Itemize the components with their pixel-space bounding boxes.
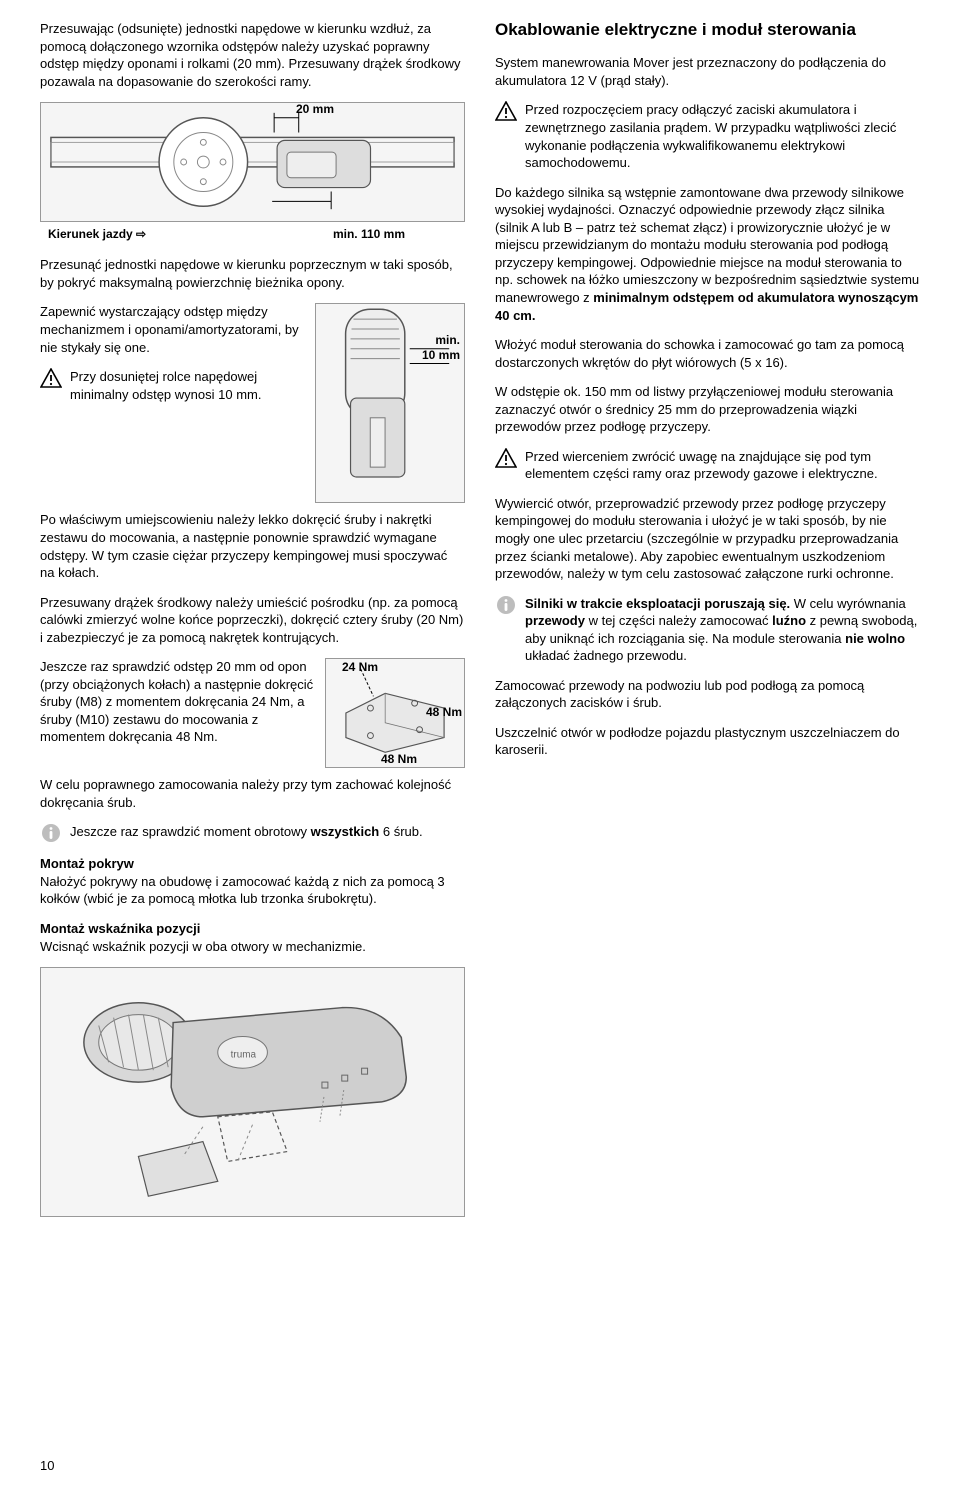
- right-column: Okablowanie elektryczne i moduł sterowan…: [495, 20, 920, 1229]
- warning-text: Przed wierceniem zwrócić uwagę na znajdu…: [525, 448, 920, 483]
- warning-icon: [495, 101, 517, 121]
- para: System manewrowania Mover jest przeznacz…: [495, 54, 920, 89]
- para: Do każdego silnika są wstępnie zamontowa…: [495, 184, 920, 324]
- para: Zamocować przewody na podwoziu lub pod p…: [495, 677, 920, 712]
- dim-min-a: min.: [435, 332, 460, 348]
- warning-roller: Przy dosuniętej rolce napędowej minimaln…: [40, 368, 305, 403]
- page-number: 10: [40, 1457, 54, 1475]
- subhead-position: Montaż wskaźnika pozycji Wcisnąć wskaźni…: [40, 920, 465, 955]
- info-icon: [495, 595, 517, 615]
- caption-min110: min. 110 mm: [333, 226, 405, 242]
- info-icon: [40, 823, 62, 843]
- para: Wywiercić otwór, przeprowadzić przewody …: [495, 495, 920, 583]
- para: Przesunąć jednostki napędowe w kierunku …: [40, 256, 465, 291]
- svg-text:truma: truma: [231, 1049, 257, 1060]
- axle-illustration: [41, 103, 464, 221]
- mover-illustration: truma: [41, 968, 464, 1216]
- warning-icon: [495, 448, 517, 468]
- heading-wiring: Okablowanie elektryczne i moduł sterowan…: [495, 20, 920, 40]
- para: Przesuwając (odsunięte) jednostki napędo…: [40, 20, 465, 90]
- left-column: Przesuwając (odsunięte) jednostki napędo…: [40, 20, 465, 1229]
- info-torque: Jeszcze raz sprawdzić moment obrotowy ws…: [40, 823, 465, 843]
- para: W odstępie ok. 150 mm od listwy przyłącz…: [495, 383, 920, 436]
- subhead-covers: Montaż pokryw Nałożyć pokrywy na obudowę…: [40, 855, 465, 908]
- dim-20mm: 20 mm: [296, 101, 334, 117]
- para: Włożyć moduł sterowania do schowka i zam…: [495, 336, 920, 371]
- warning-battery: Przed rozpoczęciem pracy odłączyć zacisk…: [495, 101, 920, 171]
- axle-caption-row: Kierunek jazdy ⇨ min. 110 mm: [48, 226, 465, 242]
- dim-48nm-b: 48 Nm: [381, 751, 417, 767]
- dim-24nm: 24 Nm: [342, 659, 378, 675]
- para: Po właściwym umiejscowieniu należy lekko…: [40, 511, 465, 581]
- para: Przesuwany drążek środkowy należy umieśc…: [40, 594, 465, 647]
- info-text: Jeszcze raz sprawdzić moment obrotowy ws…: [70, 823, 465, 841]
- warning-icon: [40, 368, 62, 388]
- diagram-mover-assembly: truma: [40, 967, 465, 1217]
- info-text: Silniki w trakcie eksploatacji poruszają…: [525, 595, 920, 665]
- para: W celu poprawnego zamocowania należy prz…: [40, 776, 465, 811]
- dim-48nm-a: 48 Nm: [426, 704, 462, 720]
- para: Uszczelnić otwór w podłodze pojazdu plas…: [495, 724, 920, 759]
- warning-text: Przed rozpoczęciem pracy odłączyć zacisk…: [525, 101, 920, 171]
- diagram-torque: 24 Nm 48 Nm 48 Nm: [325, 658, 465, 768]
- warning-drill: Przed wierceniem zwrócić uwagę na znajdu…: [495, 448, 920, 483]
- diagram-tire-side: min. 10 mm: [315, 303, 465, 503]
- info-motors: Silniki w trakcie eksploatacji poruszają…: [495, 595, 920, 665]
- caption-direction: Kierunek jazdy ⇨: [48, 226, 146, 242]
- dim-min-b: 10 mm: [422, 347, 460, 363]
- diagram-axle-top: 20 mm: [40, 102, 465, 222]
- warning-text: Przy dosuniętej rolce napędowej minimaln…: [70, 368, 305, 403]
